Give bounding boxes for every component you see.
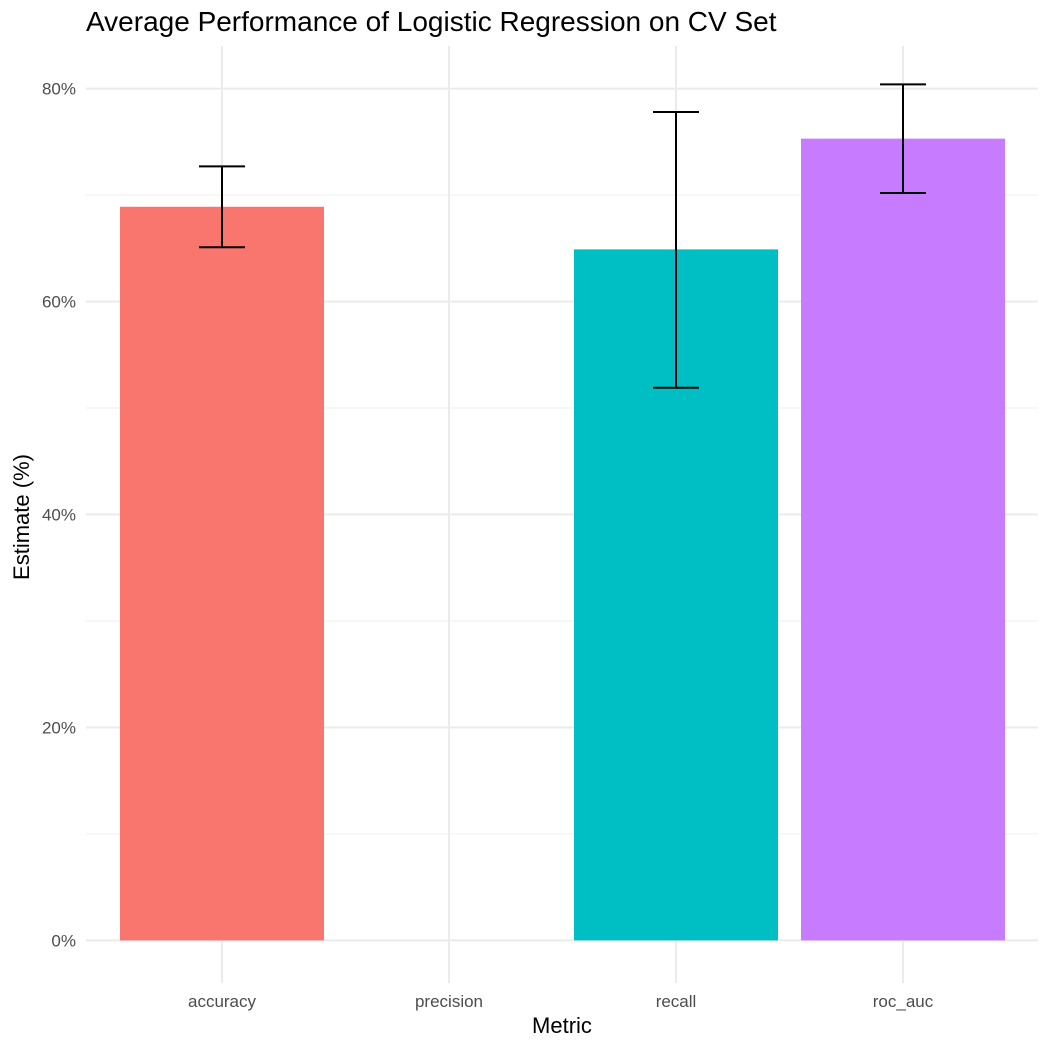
x-tick-label-recall: recall [656, 992, 697, 1011]
y-axis-title: Estimate (%) [9, 454, 34, 580]
x-tick-label-precision: precision [415, 992, 483, 1011]
errorbar-roc_auc [880, 83, 926, 194]
x-tick-label-roc_auc: roc_auc [873, 992, 934, 1011]
bar-roc_auc [801, 138, 1005, 941]
y-tick-label: 0% [51, 931, 76, 950]
bar-accuracy [120, 206, 324, 941]
x-tick-label-accuracy: accuracy [188, 992, 257, 1011]
errorbar-accuracy [199, 165, 245, 249]
y-tick-label: 80% [42, 80, 76, 99]
errorbar-recall [653, 111, 699, 389]
x-axis-title: Metric [532, 1013, 592, 1038]
chart-title: Average Performance of Logistic Regressi… [86, 6, 777, 37]
errorbar-layer [199, 83, 926, 389]
bar-layer [120, 138, 1005, 941]
y-tick-label: 20% [42, 718, 76, 737]
y-tick-label: 40% [42, 506, 76, 525]
label-layer: 0% 20% 40% 60% 80% accuracy precision recall roc… [42, 80, 934, 1011]
y-tick-label: 60% [42, 293, 76, 312]
